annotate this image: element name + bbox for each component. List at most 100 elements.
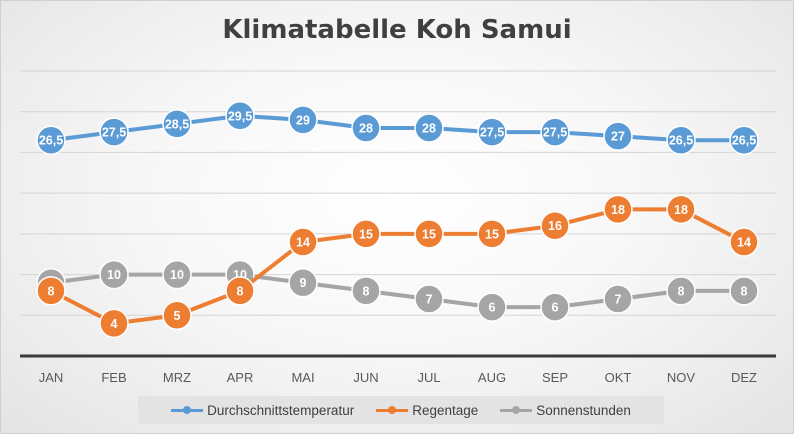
legend-item: Durchschnittstemperatur (171, 403, 354, 418)
x-tick-label: APR (227, 370, 254, 385)
data-label: 8 (363, 284, 370, 298)
data-label: 28 (359, 122, 373, 136)
data-label: 4 (111, 317, 118, 331)
data-point (351, 219, 381, 249)
series-2: 910101098766788 (36, 259, 759, 322)
data-point (540, 210, 570, 241)
data-point (540, 292, 570, 322)
data-label: 8 (678, 284, 685, 298)
data-label: 18 (611, 203, 625, 217)
data-label: 26,5 (669, 134, 693, 148)
data-label: 18 (674, 203, 688, 217)
chart-legend: Durchschnittstemperatur Regentage Sonnenst… (138, 396, 664, 424)
x-tick-label: JUL (417, 370, 440, 385)
legend-label: Durchschnittstemperatur (207, 402, 355, 418)
data-point (162, 259, 192, 290)
series-0: 26,5 27,5 28,5 29,5 29 28 28 27,5 27,5 27 26,5 26,5 (36, 101, 759, 155)
data-point (666, 276, 696, 306)
legend-swatch (376, 404, 409, 416)
data-point (729, 276, 759, 306)
data-point (351, 276, 381, 306)
x-axis-tick-labels: JAN FEB MRZ APR MAI JUN JUL AUG SEP OKT NOV DEZ (39, 370, 757, 385)
legend-item: Sonnenstunden (500, 403, 631, 418)
data-point (603, 121, 633, 151)
data-point (225, 276, 255, 306)
data-label: 16 (548, 219, 562, 233)
x-tick-label: MAI (291, 370, 314, 385)
series-line (49, 272, 746, 310)
data-point (540, 117, 570, 147)
data-label: 15 (422, 227, 436, 241)
data-label: 10 (170, 268, 184, 282)
chart-title: Klimatabelle Koh Samui (222, 15, 572, 45)
data-label: 7 (615, 293, 622, 307)
data-point (414, 219, 444, 249)
x-tick-label: MRZ (163, 370, 191, 385)
x-tick-label: AUG (478, 370, 506, 385)
data-label: 26,5 (732, 134, 756, 148)
data-point (603, 284, 633, 314)
legend-swatch (500, 404, 533, 416)
data-label: 8 (741, 284, 748, 298)
x-tick-label: JUN (353, 370, 378, 385)
legend-label: Regentage (412, 402, 479, 418)
data-label: 29,5 (228, 109, 252, 123)
data-label: 7 (426, 293, 433, 307)
data-label: 14 (737, 236, 751, 250)
x-tick-label: OKT (605, 370, 632, 385)
x-tick-label: NOV (667, 370, 696, 385)
data-point (477, 117, 507, 147)
data-label: 6 (489, 301, 496, 315)
data-label: 27 (611, 130, 625, 144)
data-point (477, 292, 507, 322)
data-point (162, 109, 192, 139)
data-label: 26,5 (39, 134, 63, 148)
data-label: 15 (485, 227, 499, 241)
data-point (603, 194, 633, 225)
data-point (225, 101, 255, 131)
data-label: 15 (359, 227, 373, 241)
legend-item: Regentage (376, 403, 478, 418)
data-point (99, 117, 129, 147)
data-point (729, 125, 759, 155)
data-label: 27,5 (102, 126, 126, 140)
data-point (36, 276, 66, 306)
data-point (288, 105, 318, 135)
data-label: 9 (300, 276, 307, 290)
x-tick-label: FEB (101, 370, 126, 385)
data-point (666, 125, 696, 155)
data-point (36, 125, 66, 155)
series-line (49, 207, 746, 326)
data-label: 8 (237, 284, 244, 298)
data-label: 27,5 (543, 126, 567, 140)
data-point (729, 227, 759, 257)
legend-swatch (171, 404, 204, 416)
legend-label: Sonnenstunden (536, 402, 631, 418)
data-label: 6 (552, 301, 559, 315)
x-tick-label: SEP (542, 370, 568, 385)
series-line (49, 113, 746, 143)
data-point (666, 194, 696, 225)
data-label: 29 (296, 113, 310, 127)
data-point (477, 219, 507, 249)
x-tick-label: DEZ (731, 370, 757, 385)
data-point (288, 227, 318, 257)
data-point (414, 284, 444, 314)
data-label: 14 (296, 236, 310, 250)
x-tick-label: JAN (39, 370, 64, 385)
data-label: 8 (48, 284, 55, 298)
data-label: 28,5 (165, 117, 189, 131)
data-point (162, 300, 192, 331)
data-label: 10 (107, 268, 121, 282)
data-point (99, 259, 129, 290)
data-point (288, 267, 318, 298)
data-label: 27,5 (480, 126, 504, 140)
gridlines (20, 70, 776, 316)
data-point (351, 113, 381, 143)
data-label: 28 (422, 122, 436, 136)
data-point (414, 113, 444, 143)
data-point (99, 308, 129, 339)
series-1: 8 4 5 8 14 15 15 15 16 18 18 14 (36, 194, 759, 339)
